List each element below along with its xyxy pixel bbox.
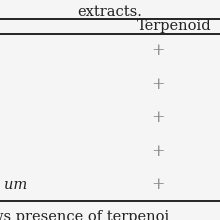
Text: Terpenoid: Terpenoid: [136, 19, 211, 33]
Text: extracts.: extracts.: [78, 6, 142, 20]
Text: +: +: [152, 42, 165, 59]
Text: um: um: [4, 178, 28, 192]
Text: ws presence of terpenoi: ws presence of terpenoi: [0, 210, 169, 220]
Text: +: +: [152, 143, 165, 160]
Text: +: +: [152, 109, 165, 126]
Text: +: +: [152, 176, 165, 193]
Text: +: +: [152, 76, 165, 93]
